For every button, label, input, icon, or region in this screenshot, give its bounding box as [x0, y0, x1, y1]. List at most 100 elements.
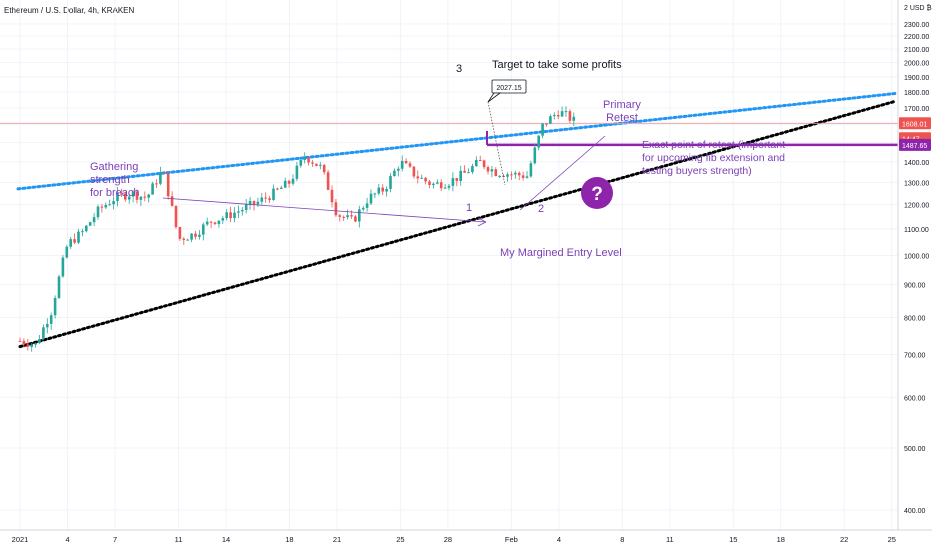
candle-body	[299, 159, 303, 166]
high-callout-leader	[487, 101, 506, 186]
primary-retest-line	[519, 135, 606, 211]
candle-body	[30, 344, 33, 347]
candle-body	[170, 196, 174, 206]
candle-body	[400, 160, 404, 169]
candle-body	[377, 187, 381, 194]
candle-body	[46, 323, 49, 328]
candle-body	[61, 257, 65, 277]
candle-body	[545, 123, 548, 125]
candle-body	[556, 115, 560, 117]
candle-body	[303, 157, 306, 160]
question-icon-circle	[581, 177, 613, 209]
candle-body	[49, 315, 53, 324]
candle-body	[482, 160, 486, 168]
last-price-badge: 1608.01	[902, 121, 927, 128]
chart-symbol-header: Ethereum / U.S. Dollar, 4h, KRAKEN	[4, 6, 135, 15]
x-tick-label: 21	[333, 535, 341, 544]
candle-body	[459, 170, 462, 181]
candle-body	[252, 200, 256, 205]
entry-level-badge-bg	[899, 138, 931, 151]
y-tick-label: 1000.00	[904, 253, 929, 260]
y-tick-label: 1700.00	[904, 106, 929, 113]
candle-body	[116, 192, 119, 202]
candle-body	[283, 180, 287, 188]
x-tick-label: 28	[444, 535, 452, 544]
candle-body	[439, 182, 443, 189]
candle-body	[350, 215, 353, 217]
candle-body	[120, 192, 123, 194]
candle-body	[92, 217, 96, 223]
candle-body	[447, 185, 451, 188]
candle-body	[124, 193, 127, 200]
trendlines	[0, 92, 898, 349]
y-tick-label: 700.00	[904, 352, 926, 359]
candle-body	[135, 191, 139, 200]
candle-body	[560, 111, 564, 117]
x-tick-label: 11	[666, 535, 674, 544]
candle-body	[217, 220, 221, 224]
candle-body	[486, 167, 490, 172]
x-tick-label: 18	[777, 535, 785, 544]
candle-body	[244, 204, 248, 210]
candle-body	[77, 231, 80, 243]
x-tick-label: 25	[396, 535, 404, 544]
candle-body	[443, 187, 447, 189]
candle-body	[510, 174, 513, 176]
candle-body	[73, 239, 76, 243]
x-tick-label: 18	[285, 535, 293, 544]
candle-body	[225, 212, 228, 219]
candle-body	[361, 207, 365, 210]
candle-body	[432, 183, 435, 186]
candle-body	[108, 204, 111, 206]
y-tick-label: 1900.00	[904, 75, 929, 82]
annotations: 3 Target to take some profits 2027.15 Prima…	[90, 59, 785, 259]
candle-body	[330, 189, 334, 203]
candle-body	[455, 178, 459, 181]
candle-body	[467, 172, 470, 174]
x-tick-label: 22	[840, 535, 848, 544]
candle-body	[517, 172, 521, 176]
candle-body	[280, 187, 283, 189]
target-number: 3	[456, 63, 462, 75]
exact-point-text: Exact point of retest (important for upco…	[642, 139, 785, 177]
candle-body	[112, 201, 115, 205]
candle-body	[159, 172, 162, 184]
candle-body	[342, 216, 345, 218]
candle-body	[272, 188, 275, 200]
candle-body	[143, 196, 147, 198]
candle-body	[233, 212, 236, 219]
candle-body	[276, 188, 279, 190]
candle-body	[18, 340, 22, 342]
gathering-arrow-line	[162, 197, 487, 223]
candle-body	[326, 172, 330, 190]
candle-body	[506, 174, 509, 177]
x-tick-label: 7	[113, 535, 117, 544]
candle-body	[311, 162, 314, 164]
candle-body	[463, 170, 466, 173]
candle-body	[166, 173, 170, 197]
y-tick-label: 1800.00	[904, 90, 929, 97]
high-callout-box	[491, 79, 527, 94]
support-trendline	[18, 99, 897, 349]
candle-body	[525, 176, 529, 178]
high-callout-label: 2027.15	[496, 85, 521, 92]
candle-body	[549, 116, 552, 124]
candle-body	[237, 211, 240, 213]
candle-body	[190, 233, 193, 240]
candle-body	[178, 227, 182, 239]
candle-body	[186, 239, 189, 241]
candle-body	[478, 160, 482, 162]
candle-body	[420, 177, 423, 179]
x-tick-label: 15	[729, 535, 737, 544]
candle-body	[155, 183, 158, 185]
currency-label: 2 USD ₿	[904, 4, 932, 12]
label-2: 2	[538, 203, 544, 215]
candle-body	[85, 225, 88, 232]
candle-body	[385, 188, 388, 192]
candle-body	[451, 178, 455, 186]
x-tick-label: 2021	[12, 535, 29, 544]
candle-body	[322, 164, 326, 173]
target-text: Target to take some profits	[492, 59, 622, 71]
high-callout-pointer	[487, 92, 502, 103]
